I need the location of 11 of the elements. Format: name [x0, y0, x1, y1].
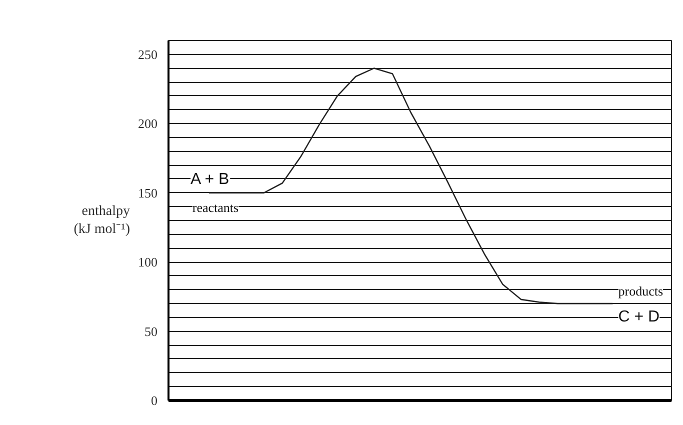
y-tick-label: 100	[138, 254, 158, 270]
y-axis-title: enthalpy (kJ mol⁻¹)	[74, 204, 130, 237]
y-tick-label: 0	[151, 393, 158, 408]
annotation: A + B	[190, 170, 230, 188]
y-tick-label: 200	[138, 116, 158, 132]
y-tick-label: 250	[138, 46, 158, 62]
annotation: reactants	[192, 200, 239, 215]
y-tick-label: 150	[138, 185, 158, 200]
y-tick-label: 50	[144, 324, 158, 339]
annotation: products	[618, 284, 664, 299]
annotation: C + D	[618, 308, 660, 326]
